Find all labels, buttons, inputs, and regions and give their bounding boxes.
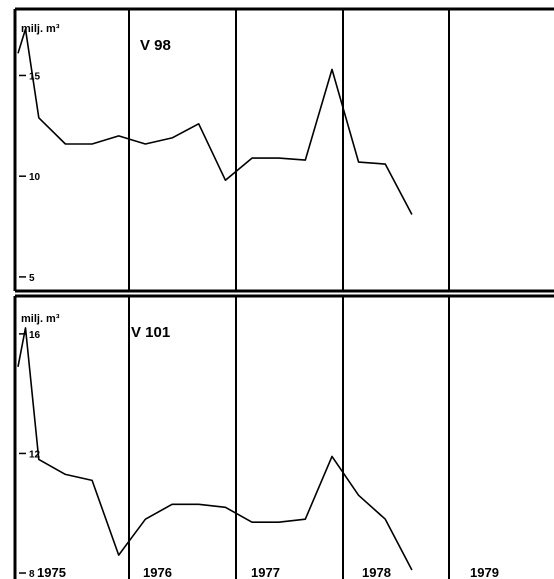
panel-bottom-y-tick-label: 16: [29, 330, 41, 341]
x-axis-year-label: 1975: [37, 565, 66, 579]
panel-bottom-series-line: [17, 327, 413, 571]
panel-bottom-y-tick-label: 12: [29, 449, 41, 460]
x-axis-year-label: 1978: [362, 565, 391, 579]
panel-top-title: V 98: [140, 37, 171, 54]
x-axis-year-label: 1977: [251, 565, 280, 579]
panel-top-frame: [13, 7, 554, 293]
panel-top-series-line: [17, 28, 413, 215]
panel-top-unit-label: milj. m³: [21, 23, 60, 35]
panel-top-y-ticks: 15 10 5: [19, 71, 41, 284]
x-axis-year-label: 1979: [470, 565, 499, 579]
x-axis-year-label: 1976: [143, 565, 172, 579]
panel-bottom-frame: [13, 294, 554, 579]
year-separators: [128, 10, 450, 579]
panel-top-y-tick-label: 10: [29, 172, 41, 183]
panel-bottom-unit-label: milj. m³: [21, 313, 60, 325]
panel-bottom-y-tick-label: 8: [29, 569, 35, 579]
panel-bottom-title: V 101: [131, 324, 170, 341]
x-axis-year-labels: 1975 1976 1977 1978 1979: [37, 565, 499, 579]
panel-top-y-tick-label: 5: [29, 273, 35, 284]
panel-top-y-tick-label: 15: [29, 71, 41, 82]
